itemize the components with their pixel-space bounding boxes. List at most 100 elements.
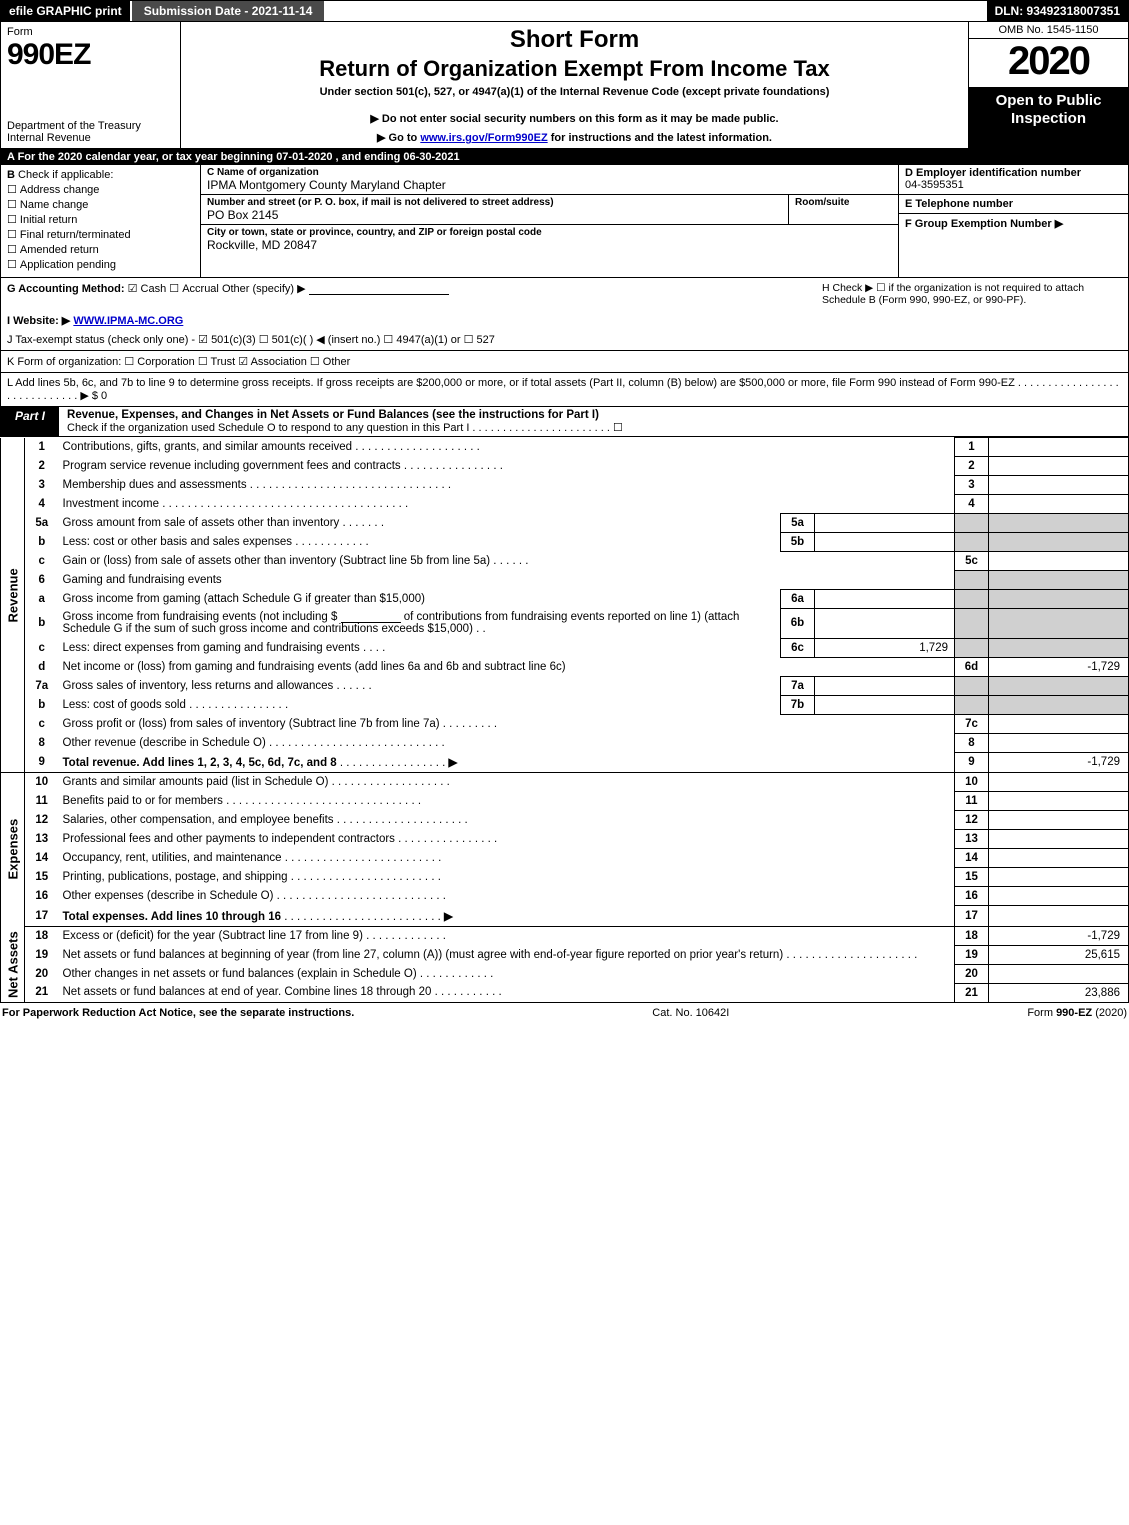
header-right: OMB No. 1545-1150 2020 Open to Public In…	[968, 22, 1128, 148]
d8: Other revenue (describe in Schedule O)	[63, 737, 266, 749]
row-gh: G Accounting Method: ☑ Cash ☐ Accrual Ot…	[7, 282, 1122, 306]
d20: Other changes in net assets or fund bala…	[63, 968, 417, 980]
b17: 17	[955, 906, 989, 927]
b-label: B	[7, 169, 15, 181]
6b-input[interactable]	[341, 611, 401, 623]
d5a: Gross amount from sale of assets other t…	[63, 517, 340, 529]
row-4: 4 Investment income . . . . . . . . . . …	[1, 495, 1129, 514]
row-6: 6 Gaming and fundraising events	[1, 571, 1129, 590]
g5b	[955, 533, 989, 552]
sv6a	[815, 589, 955, 608]
row-ės colspan: C Name of organization IPMA Montgomery C…	[201, 165, 898, 195]
v1	[989, 438, 1129, 457]
row-17: 17 Total expenses. Add lines 10 through …	[1, 906, 1129, 927]
d2: Program service revenue including govern…	[63, 460, 401, 472]
spacer	[324, 1, 986, 21]
cb-amended-return[interactable]: ☐ Amended return	[7, 243, 194, 256]
g-other-input[interactable]	[309, 283, 449, 295]
b15: 15	[955, 868, 989, 887]
g7a	[955, 676, 989, 695]
gv7b	[989, 695, 1129, 714]
g-cash: Cash	[141, 283, 167, 295]
b10: 10	[955, 773, 989, 792]
sb7a: 7a	[781, 676, 815, 695]
b-check: Check if applicable:	[18, 169, 113, 181]
gv6b	[989, 608, 1129, 638]
efile-label[interactable]: efile GRAPHIC print	[1, 1, 130, 21]
b2: 2	[955, 457, 989, 476]
g6b	[955, 608, 989, 638]
room-label: Room/suite	[795, 197, 892, 208]
d5c: Gain or (loss) from sale of assets other…	[63, 555, 491, 567]
header-left: Form 990EZ Department of the Treasury In…	[1, 22, 181, 148]
n10: 10	[25, 773, 59, 792]
expenses-label: Expenses	[1, 773, 25, 927]
goto-note: ▶ Go to www.irs.gov/Form990EZ for instru…	[189, 131, 960, 144]
row-3: 3 Membership dues and assessments . . . …	[1, 476, 1129, 495]
g5a	[955, 514, 989, 533]
cb-application-pending[interactable]: ☐ Application pending	[7, 258, 194, 271]
row-1: Revenue 1 Contributions, gifts, grants, …	[1, 438, 1129, 457]
col-def: D Employer identification number 04-3595…	[898, 165, 1128, 277]
city-label: City or town, state or province, country…	[207, 227, 892, 238]
b19: 19	[955, 945, 989, 964]
n16: 16	[25, 887, 59, 906]
n14: 14	[25, 849, 59, 868]
d12: Salaries, other compensation, and employ…	[63, 814, 334, 826]
d19: Net assets or fund balances at beginning…	[63, 949, 784, 961]
n6b: b	[25, 608, 59, 638]
v6d: -1,729	[989, 657, 1129, 676]
g6a	[955, 589, 989, 608]
cb-initial-return[interactable]: ☐ Initial return	[7, 213, 194, 226]
g6	[955, 571, 989, 590]
cb-final-return[interactable]: ☐ Final return/terminated	[7, 228, 194, 241]
row-city: City or town, state or province, country…	[201, 225, 898, 254]
b20: 20	[955, 964, 989, 983]
form-table: Revenue 1 Contributions, gifts, grants, …	[0, 437, 1129, 1003]
row-addr: Number and street (or P. O. box, if mail…	[201, 195, 898, 225]
row-14: 14 Occupancy, rent, utilities, and maint…	[1, 849, 1129, 868]
d9: Total revenue. Add lines 1, 2, 3, 4, 5c,…	[63, 757, 337, 769]
gv5b	[989, 533, 1129, 552]
b13: 13	[955, 830, 989, 849]
d6b1: Gross income from fundraising events (no…	[63, 611, 338, 623]
footer-mid: Cat. No. 10642I	[354, 1007, 1027, 1019]
v15	[989, 868, 1129, 887]
d18: Excess or (deficit) for the year (Subtra…	[63, 930, 363, 942]
top-bar: efile GRAPHIC print Submission Date - 20…	[0, 0, 1129, 22]
col-cde: C Name of organization IPMA Montgomery C…	[201, 165, 898, 277]
sv6c: 1,729	[815, 638, 955, 657]
cb-name-change[interactable]: ☐ Name change	[7, 198, 194, 211]
part1-tab: Part I	[1, 407, 59, 436]
org-city: Rockville, MD 20847	[207, 238, 892, 252]
d6: Gaming and fundraising events	[63, 574, 222, 586]
n12: 12	[25, 811, 59, 830]
cb-address-change[interactable]: ☐ Address change	[7, 183, 194, 196]
n17: 17	[25, 906, 59, 927]
row-15: 15 Printing, publications, postage, and …	[1, 868, 1129, 887]
d14: Occupancy, rent, utilities, and maintena…	[63, 852, 282, 864]
line-a: A For the 2020 calendar year, or tax yea…	[0, 149, 1129, 165]
v2	[989, 457, 1129, 476]
l-line: L Add lines 5b, 6c, and 7b to line 9 to …	[0, 373, 1129, 407]
n6a: a	[25, 589, 59, 608]
footer-right: Form 990-EZ (2020)	[1027, 1007, 1127, 1019]
header-center: Short Form Return of Organization Exempt…	[181, 22, 968, 148]
d5b: Less: cost or other basis and sales expe…	[63, 536, 293, 548]
f-label: F Group Exemption Number ▶	[905, 217, 1122, 230]
sb6a: 6a	[781, 589, 815, 608]
block-bcdef: B Check if applicable: ☐ Address change …	[0, 165, 1129, 278]
b7c: 7c	[955, 714, 989, 733]
sb7b: 7b	[781, 695, 815, 714]
website-link[interactable]: WWW.IPMA-MC.ORG	[73, 315, 183, 327]
d3: Membership dues and assessments	[63, 479, 247, 491]
gv5a	[989, 514, 1129, 533]
n19: 19	[25, 945, 59, 964]
b11: 11	[955, 792, 989, 811]
row-2: 2 Program service revenue including gove…	[1, 457, 1129, 476]
n5b: b	[25, 533, 59, 552]
short-form-title: Short Form	[189, 26, 960, 54]
b14: 14	[955, 849, 989, 868]
irs-link[interactable]: www.irs.gov/Form990EZ	[420, 132, 547, 144]
n2: 2	[25, 457, 59, 476]
